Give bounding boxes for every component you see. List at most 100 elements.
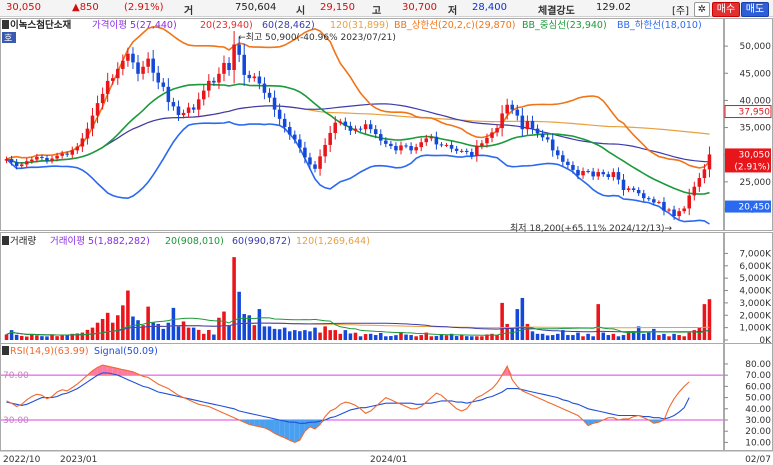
candle	[85, 128, 90, 139]
volume-bar	[394, 335, 398, 340]
rsi-legend-entry: RSI(14,9)(63.99)	[10, 346, 89, 357]
candle	[368, 124, 373, 130]
candle	[146, 58, 150, 67]
volume-bar	[384, 336, 388, 340]
volume-bar	[530, 331, 535, 340]
candle	[601, 172, 606, 175]
candle	[166, 86, 171, 103]
volume-axis-label: 1,000K	[739, 324, 772, 334]
bb-upper-tag: 37,950	[739, 108, 771, 118]
volume-bar	[166, 322, 171, 340]
volume-bar	[287, 331, 292, 340]
volume-axis-label: 6,000K	[739, 262, 772, 272]
low-value: 28,400	[472, 2, 507, 13]
candle	[298, 139, 302, 148]
volume-bar	[35, 335, 39, 340]
volume-bar	[525, 323, 530, 340]
volume-bar	[566, 335, 570, 340]
volume-bar	[647, 332, 651, 340]
volume-bar	[652, 328, 656, 340]
candle	[222, 62, 226, 74]
volume-bar	[409, 335, 413, 340]
candle	[545, 137, 550, 140]
volume-bar	[24, 336, 29, 340]
candle	[404, 145, 408, 147]
settings-gear-icon[interactable]: ✲	[694, 2, 710, 17]
panel-frame	[0, 18, 724, 231]
volume-bar	[60, 335, 64, 340]
quote-tag-box	[2, 32, 16, 43]
volume-bar	[156, 323, 161, 340]
legend-entry: BB_상한선(20,2,c)(29,870)	[394, 20, 515, 31]
candle	[110, 78, 115, 81]
volume-bar	[75, 333, 80, 340]
volume-bar	[621, 335, 626, 340]
candle	[237, 44, 241, 55]
sell-button[interactable]: 매도	[741, 2, 769, 17]
candle	[621, 179, 626, 190]
rsi-axis-label: 40.00	[745, 405, 771, 415]
high-annotation: ←최고 50,900(-40.96% 2023/07/21)	[238, 32, 396, 43]
candle	[343, 121, 348, 126]
candle	[181, 112, 186, 116]
volume-axis-label: 4,000K	[739, 287, 772, 297]
volume-bar	[141, 325, 145, 340]
bollinger-upper-line	[6, 25, 711, 169]
candle	[65, 153, 69, 155]
price-axis-label: 45,000	[740, 69, 772, 79]
candle	[141, 66, 145, 74]
candle	[313, 164, 317, 169]
volume-bar	[707, 299, 712, 340]
candle	[495, 128, 499, 133]
volume-axis-label: 7,000K	[739, 249, 772, 259]
change-percent: (2.91%)	[124, 2, 164, 13]
candle	[252, 76, 257, 79]
candle	[470, 151, 474, 156]
rsi-oversold-fill	[294, 419, 300, 443]
volume-bar	[19, 335, 24, 340]
volume-bar	[550, 335, 555, 340]
volume-bar	[429, 336, 434, 340]
candle	[201, 90, 206, 100]
bb-lower-tag: 20,450	[739, 203, 771, 213]
candle	[439, 144, 444, 146]
price-legend-bar	[1, 19, 723, 30]
rsi-axis-label: 30.00	[745, 416, 771, 426]
candle	[303, 147, 307, 158]
candle	[116, 68, 120, 79]
volume-bar	[308, 331, 312, 340]
volume-bar	[687, 332, 692, 340]
candle	[151, 58, 155, 73]
candle	[566, 161, 570, 166]
price-axis-label: 40,000	[740, 96, 772, 106]
legend-entry: 20(23,940)	[200, 20, 253, 31]
candle	[596, 172, 600, 177]
candle	[692, 186, 697, 196]
candle	[171, 102, 176, 107]
rsi-oversold-fill	[274, 419, 280, 436]
rsi-axis-label: 60.00	[745, 382, 771, 392]
legend-entry: BB_중심선(23,940)	[522, 20, 607, 31]
candle	[277, 109, 282, 119]
volume-bar	[510, 328, 515, 340]
bollinger-lower-line	[5, 120, 710, 225]
candle	[626, 188, 631, 190]
candle	[525, 121, 530, 130]
candle	[434, 136, 439, 145]
volume-bar	[318, 332, 322, 340]
candle	[611, 172, 616, 177]
candle	[333, 122, 338, 133]
volume-bar	[232, 257, 236, 340]
stock-type-button[interactable]: [주]	[672, 6, 690, 17]
candle	[358, 128, 363, 130]
rsi-oversold-fill	[299, 419, 305, 441]
buy-button[interactable]: 매수	[712, 2, 740, 17]
legend-marker	[2, 346, 9, 355]
volume-bar	[555, 333, 560, 340]
candle	[485, 137, 489, 144]
candle	[662, 201, 666, 211]
volume-bar	[500, 302, 504, 340]
candle	[687, 195, 692, 209]
rsi-oversold-fill	[279, 419, 285, 438]
